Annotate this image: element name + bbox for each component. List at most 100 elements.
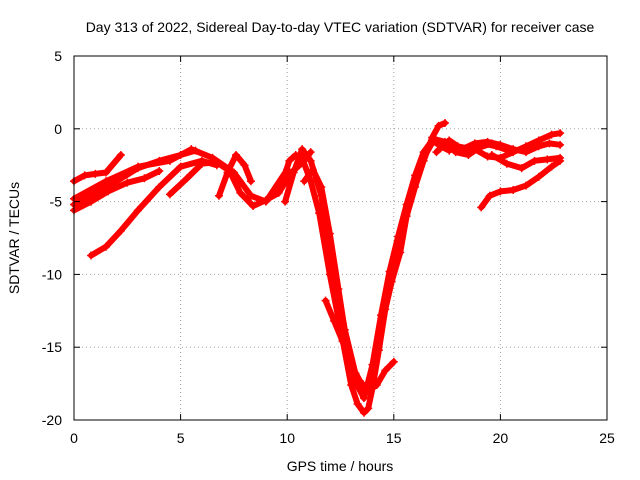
data-point [261,196,270,205]
data-point [223,168,232,177]
series-track-11 [321,296,398,395]
data-point [87,251,96,260]
data-point [389,357,398,366]
x-tick-label: 0 [70,430,78,446]
data-point [428,136,437,145]
data-point [359,408,368,417]
data-point [116,226,125,235]
data-point [246,191,255,200]
data-point [402,200,411,209]
x-tick-label: 10 [279,430,295,446]
data-point [212,158,221,167]
data-point [232,151,241,160]
data-point [485,191,494,200]
data-point [347,360,356,369]
data-point [317,183,326,192]
x-tick-label: 20 [493,430,509,446]
x-tick-label: 15 [386,430,402,446]
data-point [133,162,142,171]
data-point [547,130,556,139]
data-point [289,168,298,177]
data-point [411,171,420,180]
data-point [496,140,505,149]
data-point [556,140,565,149]
data-point [445,146,454,155]
series-track-15 [477,156,565,212]
series-track-1 [70,151,125,186]
series-track-7 [214,151,255,200]
data-point [353,399,362,408]
data-point [334,284,343,293]
x-axis-label: GPS time / hours [287,458,394,474]
data-point [502,159,511,168]
data-point [509,148,518,157]
data-point [372,381,381,390]
data-point [300,177,309,186]
data-point [246,177,255,186]
data-point [364,404,373,413]
data-point [197,159,206,168]
y-tick-label: -15 [42,339,62,355]
chart-title: Day 313 of 2022, Sidereal Day-to-day VTE… [86,19,595,35]
data-point [187,145,196,154]
y-tick-label: -20 [42,412,62,428]
axis-ticks: 0 5 10 15 20 25 -20 -15 -10 -5 0 5 [42,48,615,446]
data-point [285,156,294,165]
series-line [71,168,163,214]
data-point [298,145,307,154]
data-point [477,203,486,212]
data-point [91,169,100,178]
data-point [116,151,125,160]
data-point [338,337,347,346]
x-tick-label: 5 [177,430,185,446]
data-point [182,174,191,183]
data-point [434,121,443,130]
data-point [440,118,449,127]
data-point [306,148,315,157]
data-point [274,188,283,197]
data-point [165,156,174,165]
grid [74,56,607,420]
y-tick-label: -10 [42,266,62,282]
data-point [214,191,223,200]
data-point [517,164,526,173]
data-point [80,171,89,180]
data-point [509,185,518,194]
x-tick-label: 25 [599,430,615,446]
data-point [325,229,334,238]
data-point [470,145,479,154]
data-point [306,156,315,165]
series-line [71,146,291,205]
data-point [556,129,565,138]
data-point [140,174,149,183]
data-point [87,197,96,206]
series-track-14 [487,151,565,173]
data-point [240,161,249,170]
data-point [458,148,467,157]
data-point [281,197,290,206]
y-tick-label: 5 [54,48,62,64]
data-point [487,151,496,160]
data-point [155,167,164,176]
data-point [483,137,492,146]
data-point [394,232,403,241]
data-point [123,178,132,187]
data-point [359,394,368,403]
data-point [308,165,317,174]
series-line [88,157,220,259]
data-point [530,156,539,165]
data-point [419,148,428,157]
data-point [155,183,164,192]
data-point [543,155,552,164]
data-point [364,386,373,395]
data-point [276,183,285,192]
plot-frame [73,55,608,421]
data-point [176,162,185,171]
data-point [101,242,110,251]
data-point [432,148,441,157]
data-point [545,139,554,148]
data-point [165,190,174,199]
data-point [249,201,258,210]
y-tick-label: -5 [50,194,63,210]
